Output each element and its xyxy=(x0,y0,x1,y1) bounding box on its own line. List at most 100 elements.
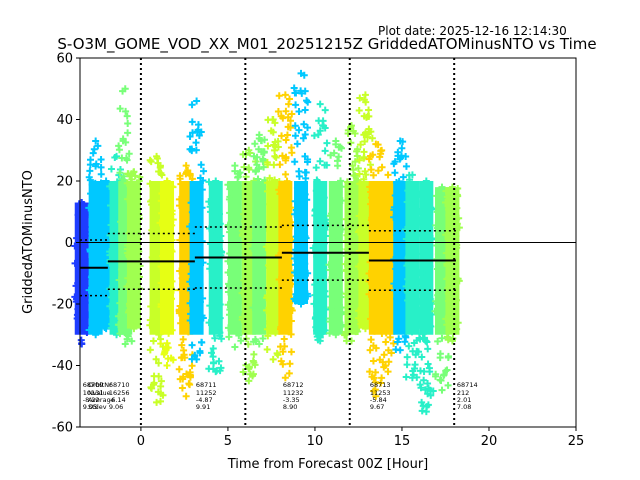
data-point xyxy=(434,291,442,299)
data-point xyxy=(195,272,203,280)
data-point xyxy=(153,152,161,160)
data-point xyxy=(433,265,441,273)
data-point xyxy=(254,268,262,276)
data-point xyxy=(256,242,264,250)
data-point xyxy=(92,278,100,286)
data-point xyxy=(111,254,119,262)
data-point xyxy=(292,237,300,245)
data-point xyxy=(325,261,333,269)
data-point xyxy=(267,127,275,135)
data-point xyxy=(334,321,342,329)
data-point xyxy=(177,180,185,188)
data-point xyxy=(252,192,260,200)
data-point xyxy=(316,127,324,135)
data-point xyxy=(368,134,376,142)
data-point xyxy=(85,173,93,181)
data-point xyxy=(371,262,379,270)
data-point xyxy=(403,361,411,369)
data-point xyxy=(163,339,171,347)
data-point xyxy=(108,320,116,328)
data-point xyxy=(323,139,331,147)
data-point xyxy=(249,372,257,380)
data-point xyxy=(448,337,456,345)
data-point xyxy=(186,299,194,307)
data-point xyxy=(196,349,204,357)
data-point xyxy=(146,316,154,324)
data-point xyxy=(155,167,163,175)
data-point xyxy=(98,186,106,194)
data-point xyxy=(249,304,257,312)
data-point xyxy=(312,313,320,321)
data-point xyxy=(133,179,141,187)
data-point xyxy=(251,140,259,148)
data-point xyxy=(228,215,236,223)
data-point xyxy=(351,289,359,297)
data-point xyxy=(280,195,288,203)
data-point xyxy=(265,286,273,294)
data-point xyxy=(229,190,237,198)
data-point xyxy=(301,232,309,240)
data-point xyxy=(245,146,253,154)
data-point xyxy=(402,235,410,243)
forecast-hour-lines xyxy=(139,58,456,427)
data-point xyxy=(349,305,357,313)
orbit-stat-value: -4.87 xyxy=(196,396,213,404)
data-point xyxy=(427,322,435,330)
data-point xyxy=(282,107,290,115)
data-point xyxy=(270,161,278,169)
data-point xyxy=(110,315,118,323)
data-point xyxy=(257,201,265,209)
data-point xyxy=(280,335,288,343)
data-point xyxy=(260,264,268,272)
data-point xyxy=(385,197,393,205)
data-point xyxy=(279,312,287,320)
data-point xyxy=(217,364,225,372)
data-point xyxy=(286,95,294,103)
data-point xyxy=(243,198,251,206)
data-point xyxy=(256,226,264,234)
data-point xyxy=(151,296,159,304)
data-point xyxy=(416,297,424,305)
data-point xyxy=(327,304,335,312)
data-point xyxy=(291,158,299,166)
data-point xyxy=(225,280,233,288)
data-point xyxy=(96,199,104,207)
data-point xyxy=(409,270,417,278)
data-point xyxy=(331,272,339,280)
data-point xyxy=(98,212,106,220)
data-point xyxy=(215,238,223,246)
data-point xyxy=(246,274,254,282)
orbit-stat-value: 11232 xyxy=(283,389,304,397)
data-point xyxy=(350,256,358,264)
data-point xyxy=(419,233,427,241)
data-point xyxy=(225,333,233,341)
data-point xyxy=(316,157,324,165)
data-point xyxy=(342,267,350,275)
data-point xyxy=(314,285,322,293)
data-point xyxy=(226,228,234,236)
data-point xyxy=(125,150,133,158)
data-point xyxy=(377,147,385,155)
data-point xyxy=(215,208,223,216)
data-point xyxy=(416,190,424,198)
data-point xyxy=(393,237,401,245)
data-point xyxy=(384,232,392,240)
data-point xyxy=(364,133,372,141)
data-point xyxy=(365,106,373,114)
data-point xyxy=(136,273,144,281)
data-point xyxy=(422,177,430,185)
data-point xyxy=(374,167,382,175)
data-point xyxy=(311,291,319,299)
data-point xyxy=(342,215,350,223)
data-point xyxy=(303,196,311,204)
data-point xyxy=(424,360,432,368)
data-point xyxy=(448,218,456,226)
orbit-stat-value: 68712 xyxy=(283,381,304,389)
data-point xyxy=(379,212,387,220)
data-point xyxy=(384,240,392,248)
data-point xyxy=(395,177,403,185)
data-point xyxy=(98,233,106,241)
data-point xyxy=(153,181,161,189)
data-point xyxy=(101,277,109,285)
orbit-statistics-text: OrbitNrNvalueAverageStdev6870910131-8.22… xyxy=(83,381,478,411)
